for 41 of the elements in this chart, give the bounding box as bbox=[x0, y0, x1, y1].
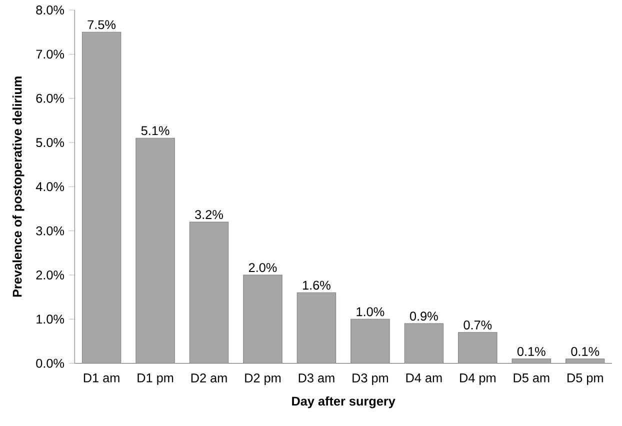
bar bbox=[82, 32, 122, 364]
x-tick-label: D4 am bbox=[406, 374, 442, 383]
bar bbox=[566, 358, 605, 364]
data-label: 1.6% bbox=[302, 280, 330, 290]
bar bbox=[136, 138, 175, 364]
bar bbox=[189, 222, 229, 364]
y-tick-label: 0.0% bbox=[36, 359, 64, 368]
x-tick-label: D3 am bbox=[298, 374, 334, 383]
bar bbox=[404, 323, 444, 364]
y-axis-title: Prevalence of postoperative delirium bbox=[12, 76, 24, 297]
data-label: 0.1% bbox=[571, 347, 600, 356]
x-tick-label: D1 am bbox=[84, 374, 120, 383]
x-axis-title: Day after surgery bbox=[292, 396, 396, 408]
data-label: 3.2% bbox=[195, 210, 223, 220]
x-tick-label: D3 pm bbox=[352, 374, 388, 386]
bar bbox=[512, 358, 552, 364]
x-tick-label: D2 pm bbox=[245, 374, 281, 386]
x-tick-label: D5 am bbox=[514, 374, 550, 383]
x-tick-label: D2 am bbox=[191, 374, 227, 383]
y-tick-label: 6.0% bbox=[36, 94, 64, 103]
data-label: 1.0% bbox=[356, 307, 384, 316]
data-label: 7.5% bbox=[88, 20, 116, 30]
y-tick-label: 1.0% bbox=[36, 314, 64, 324]
y-tick-label: 5.0% bbox=[36, 138, 64, 148]
bar bbox=[296, 292, 336, 364]
data-label: 0.7% bbox=[464, 320, 492, 330]
x-tick-label: D5 pm bbox=[568, 374, 603, 386]
y-tick-label: 3.0% bbox=[36, 226, 64, 236]
x-tick-label: D4 pm bbox=[460, 374, 496, 386]
data-label: 5.1% bbox=[141, 126, 170, 136]
bar bbox=[458, 332, 498, 364]
bar bbox=[243, 274, 282, 364]
y-tick-label: 4.0% bbox=[36, 182, 64, 192]
x-tick-label: D1 pm bbox=[138, 374, 174, 386]
y-tick-label: 7.0% bbox=[36, 50, 64, 59]
y-tick-label: 2.0% bbox=[36, 270, 64, 280]
data-label: 0.9% bbox=[410, 312, 438, 321]
data-label: 0.1% bbox=[517, 347, 546, 356]
data-label: 2.0% bbox=[248, 263, 277, 272]
y-tick-label: 8.0% bbox=[36, 6, 64, 15]
bar bbox=[350, 319, 390, 364]
